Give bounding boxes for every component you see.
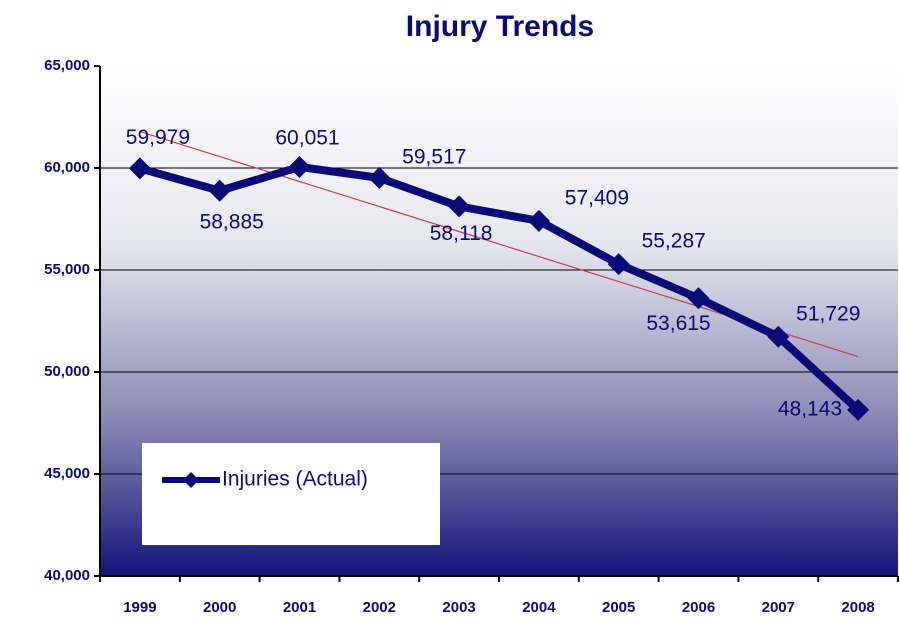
- marker: [527, 209, 550, 232]
- x-tick-label: 2001: [283, 599, 316, 616]
- x-tick-label: 2003: [442, 599, 475, 616]
- legend-label: Injuries (Actual): [222, 468, 368, 491]
- x-tick-label: 2007: [762, 599, 795, 616]
- y-tick-label: 40,000: [44, 567, 90, 584]
- data-label: 58,885: [200, 210, 264, 233]
- marker: [288, 155, 311, 178]
- x-tick-label: 2000: [203, 599, 236, 616]
- data-label: 55,287: [642, 230, 706, 253]
- y-tick-label: 50,000: [44, 363, 90, 380]
- marker: [368, 166, 391, 189]
- data-label: 53,615: [646, 312, 710, 335]
- x-tick-label: 2004: [522, 599, 556, 616]
- series-line: [138, 162, 861, 413]
- data-label: 51,729: [796, 302, 860, 325]
- x-tick-label: 1999: [123, 599, 156, 616]
- data-label: 59,517: [402, 145, 466, 168]
- marker: [448, 195, 471, 218]
- legend-marker: [183, 472, 199, 488]
- data-label: 59,979: [126, 126, 190, 149]
- data-label: 57,409: [565, 186, 629, 209]
- x-tick-label: 2002: [363, 599, 396, 616]
- x-tick-label: 2008: [841, 599, 874, 616]
- chart-title: Injury Trends: [406, 10, 594, 43]
- marker: [208, 179, 231, 202]
- y-tick-label: 60,000: [44, 159, 90, 176]
- marker: [767, 325, 790, 348]
- marker: [128, 157, 151, 180]
- y-tick-label: 45,000: [44, 465, 90, 482]
- data-label: 60,051: [275, 127, 339, 150]
- y-tick-label: 65,000: [44, 57, 90, 74]
- y-tick-label: 55,000: [44, 261, 90, 278]
- data-label: 48,143: [778, 397, 842, 420]
- marker: [847, 398, 870, 421]
- x-tick-label: 2005: [602, 599, 635, 616]
- legend-box: [142, 443, 440, 545]
- marker: [607, 253, 630, 276]
- x-tick-label: 2006: [682, 599, 715, 616]
- marker: [687, 287, 710, 310]
- data-label: 58,118: [430, 222, 493, 245]
